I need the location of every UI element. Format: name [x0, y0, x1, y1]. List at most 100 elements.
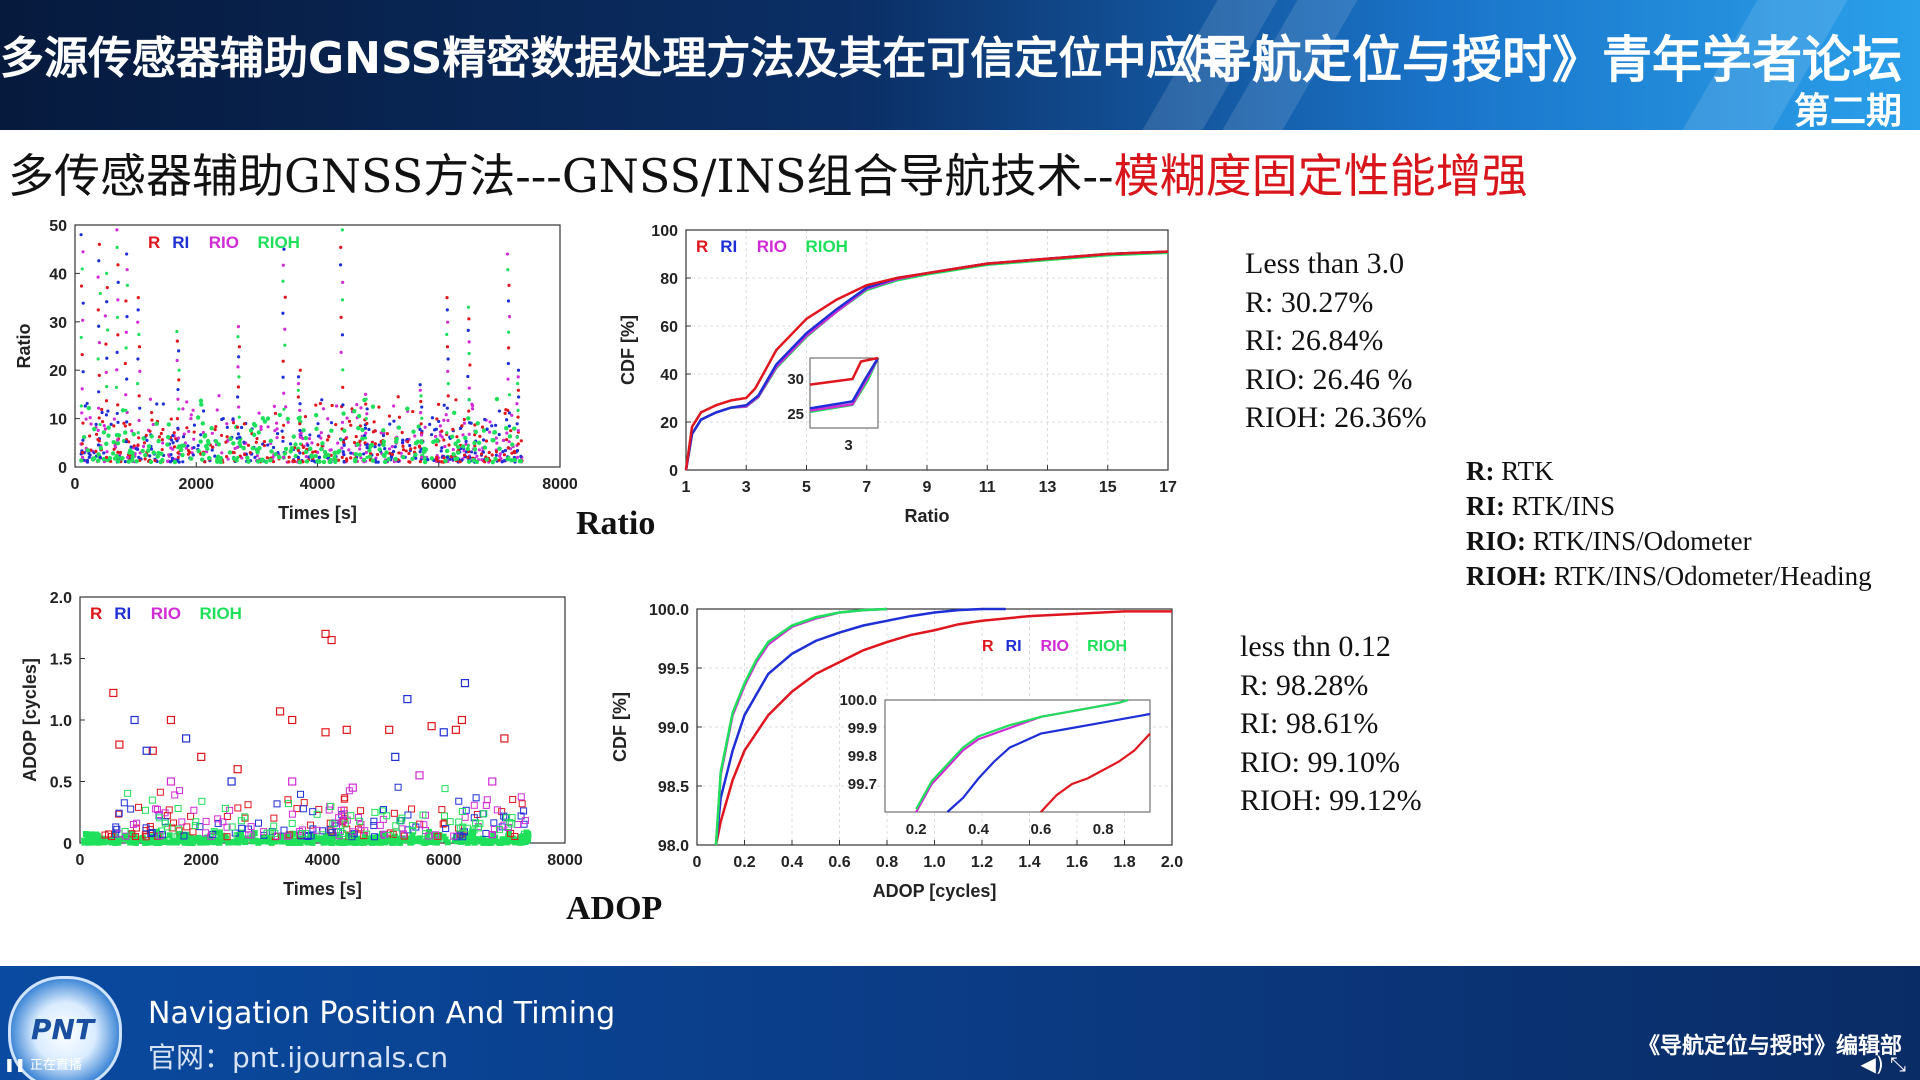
- scatter-point-rio: [354, 814, 362, 822]
- scatter-point-r: [419, 422, 423, 426]
- scatter-point-rioh: [371, 808, 379, 816]
- scatter-point-rioh: [268, 438, 273, 444]
- scatter-point-r: [89, 448, 93, 452]
- ratio-stats: Less than 3.0 R: 30.27% RI: 26.84% RIO: …: [1245, 245, 1427, 438]
- scatter-point-rio: [413, 434, 417, 438]
- scatter-point-rio: [226, 457, 230, 461]
- scatter-point-rio: [467, 386, 471, 390]
- scatter-point-ri: [460, 678, 470, 688]
- scatter-point-r: [451, 725, 460, 734]
- scatter-point-rioh: [472, 440, 477, 446]
- inset-y-tick-label: 99.9: [848, 720, 877, 737]
- journal-url[interactable]: 官网：pnt.ijournals.cn: [148, 1041, 449, 1074]
- scatter-point-rio: [494, 436, 498, 440]
- scatter-point-r: [516, 388, 521, 392]
- ratio-stats-line: RI: 26.84%: [1245, 324, 1384, 357]
- y-tick-label: 98.0: [658, 838, 689, 855]
- scatter-point-ri: [502, 458, 506, 463]
- inset-x-tick-label: 0.8: [1093, 821, 1114, 838]
- scatter-point-rioh: [507, 393, 512, 397]
- x-tick-label: 1.8: [1113, 854, 1135, 871]
- scatter-point-rio: [136, 320, 140, 324]
- scatter-point-rioh: [446, 818, 454, 826]
- scatter-point-rio: [335, 404, 339, 408]
- live-indicator[interactable]: ❚❚ 正在直播: [4, 1054, 82, 1073]
- pause-icon[interactable]: ❚❚: [4, 1058, 30, 1073]
- scatter-point-r: [104, 399, 109, 403]
- scatter-point-rioh: [191, 822, 199, 830]
- scatter-point-rio: [313, 826, 321, 834]
- scatter-point-ri: [97, 259, 101, 263]
- player-controls[interactable]: ◀) ⤡: [1860, 1052, 1906, 1076]
- scatter-point-rio: [298, 435, 302, 439]
- scatter-point-rioh: [221, 804, 229, 812]
- scatter-point-rioh: [80, 267, 84, 271]
- scatter-point-rioh: [317, 459, 322, 464]
- scatter-point-rioh: [346, 839, 353, 846]
- scatter-point-rio: [130, 429, 134, 433]
- scatter-point-rioh: [216, 454, 221, 459]
- y-tick-label: 20: [660, 415, 678, 432]
- y-tick-label: 99.0: [658, 720, 689, 737]
- scatter-point-r: [300, 799, 308, 807]
- scatter-point-rio: [490, 826, 498, 834]
- legend-key: RIO:: [1466, 526, 1526, 556]
- scatter-point-rio: [247, 823, 255, 831]
- x-axis-label: ADOP [cycles]: [873, 881, 997, 901]
- scatter-point-rio: [237, 405, 241, 409]
- scatter-point-rioh: [369, 835, 376, 842]
- scatter-point-r: [451, 427, 455, 431]
- scatter-point-ri: [87, 455, 91, 459]
- scatter-point-rio: [446, 320, 450, 324]
- scatter-point-r: [411, 409, 415, 414]
- scatter-point-ri: [403, 694, 412, 704]
- scatter-point-rioh: [296, 388, 300, 392]
- scatter-point-ri: [266, 443, 270, 447]
- scatter-point-rioh: [459, 823, 467, 831]
- scatter-point-rioh: [216, 829, 223, 836]
- scatter-point-rioh: [497, 446, 502, 451]
- scatter-point-ri: [125, 420, 129, 424]
- scatter-point-ri: [176, 426, 180, 430]
- scatter-point-r: [301, 460, 305, 464]
- scatter-point-rioh: [340, 839, 347, 846]
- scatter-point-rioh: [238, 829, 245, 836]
- legend-row-rioh: RIOH: RTK/INS/Odometer/Heading: [1466, 559, 1872, 594]
- scatter-point-ri: [177, 460, 181, 464]
- scatter-point-r: [494, 450, 499, 454]
- scatter-point-rioh: [298, 442, 302, 446]
- scatter-point-rioh: [153, 840, 160, 846]
- y-tick-label: 1.5: [50, 652, 72, 669]
- scatter-point-rio: [399, 830, 407, 838]
- scatter-point-rio: [515, 455, 520, 459]
- scatter-point-rioh: [382, 836, 389, 843]
- scatter-point-rioh: [283, 343, 287, 347]
- scatter-point-rio: [138, 369, 142, 373]
- scatter-point-ri: [161, 402, 165, 406]
- scatter-point-rio: [488, 777, 497, 786]
- scatter-point-r: [516, 415, 520, 419]
- scatter-point-rio: [446, 418, 450, 423]
- scatter-point-ri: [373, 445, 377, 449]
- scatter-point-rioh: [258, 838, 265, 845]
- scatter-point-rio: [284, 832, 292, 840]
- scatter-point-rioh: [390, 839, 397, 846]
- y-tick-label: 98.5: [658, 779, 689, 796]
- legend-text: RTK: [1494, 456, 1554, 486]
- scatter-point-ri: [225, 425, 229, 429]
- scatter-point-rio: [223, 823, 231, 831]
- legend-key: R:: [1466, 456, 1495, 486]
- scatter-point-rioh: [260, 416, 266, 421]
- scatter-point-rioh: [419, 438, 423, 443]
- scatter-point-rioh: [238, 443, 243, 449]
- scatter-point-r: [97, 242, 101, 246]
- scatter-point-ri: [169, 438, 174, 442]
- scatter-point-rio: [226, 806, 234, 814]
- scatter-point-ri: [472, 794, 480, 802]
- scatter-point-ri: [329, 421, 334, 425]
- scatter-point-r: [238, 454, 242, 458]
- scatter-point-rioh: [198, 439, 203, 444]
- scatter-point-ri: [170, 456, 174, 460]
- scatter-point-rioh: [128, 837, 135, 844]
- legend-entry-rio: RIO: [757, 237, 787, 256]
